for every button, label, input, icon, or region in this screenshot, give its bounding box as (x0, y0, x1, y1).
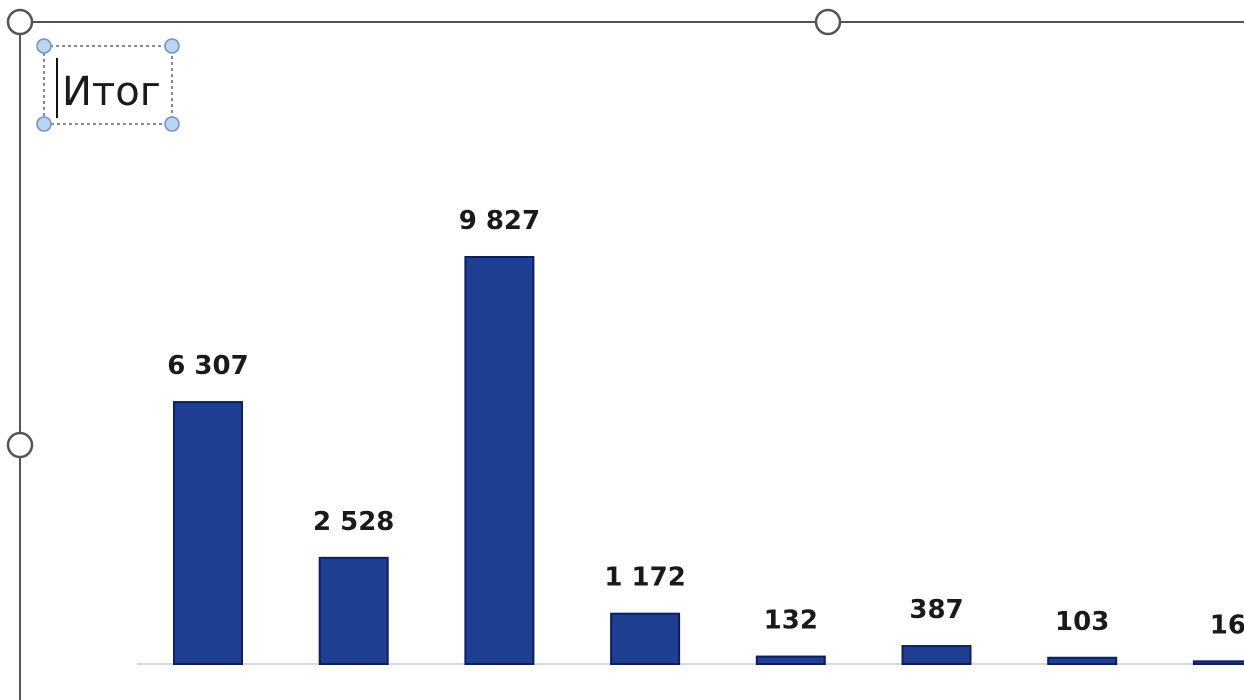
bar (610, 612, 681, 665)
resize-handle[interactable] (814, 8, 842, 36)
data-label: 387 (909, 595, 963, 625)
data-label: 1 172 (604, 563, 685, 593)
chart-title[interactable]: Итог (62, 69, 161, 115)
bar (1047, 656, 1118, 666)
data-label: 9 827 (459, 206, 540, 236)
title-handle[interactable] (36, 38, 52, 54)
data-label: 16 (1210, 610, 1244, 640)
title-selection-box[interactable] (43, 45, 173, 125)
data-label: 2 528 (313, 507, 394, 537)
title-handle[interactable] (164, 38, 180, 54)
title-handle[interactable] (164, 116, 180, 132)
resize-handle[interactable] (6, 8, 34, 36)
data-label: 103 (1055, 607, 1109, 637)
resize-handle[interactable] (6, 431, 34, 459)
data-label: 132 (764, 606, 818, 636)
bar (755, 655, 826, 665)
data-label: 6 307 (167, 351, 248, 381)
bar (173, 401, 243, 665)
bar (901, 645, 972, 666)
title-handle[interactable] (36, 116, 52, 132)
bar (318, 556, 389, 666)
bar (464, 256, 535, 665)
bar (1192, 660, 1244, 665)
